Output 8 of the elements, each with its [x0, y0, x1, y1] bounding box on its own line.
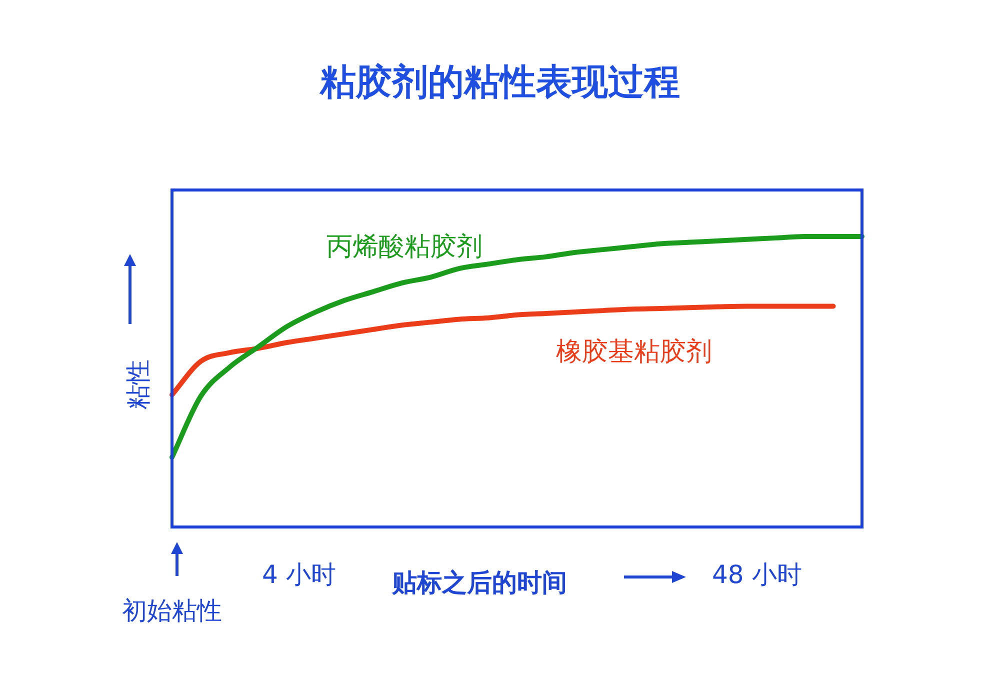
x-axis-title: 贴标之后的时间	[392, 567, 567, 599]
y-axis-title: 粘性	[122, 360, 154, 410]
series-label: 丙烯酸粘胶剂	[326, 232, 482, 262]
series-label: 橡胶基粘胶剂	[556, 337, 712, 368]
chart-title: 粘胶剂的粘性表现过程	[318, 61, 681, 105]
text: 初始粘性	[122, 595, 222, 627]
text: 4 小时	[262, 559, 336, 591]
text: 48 小时	[712, 559, 802, 591]
